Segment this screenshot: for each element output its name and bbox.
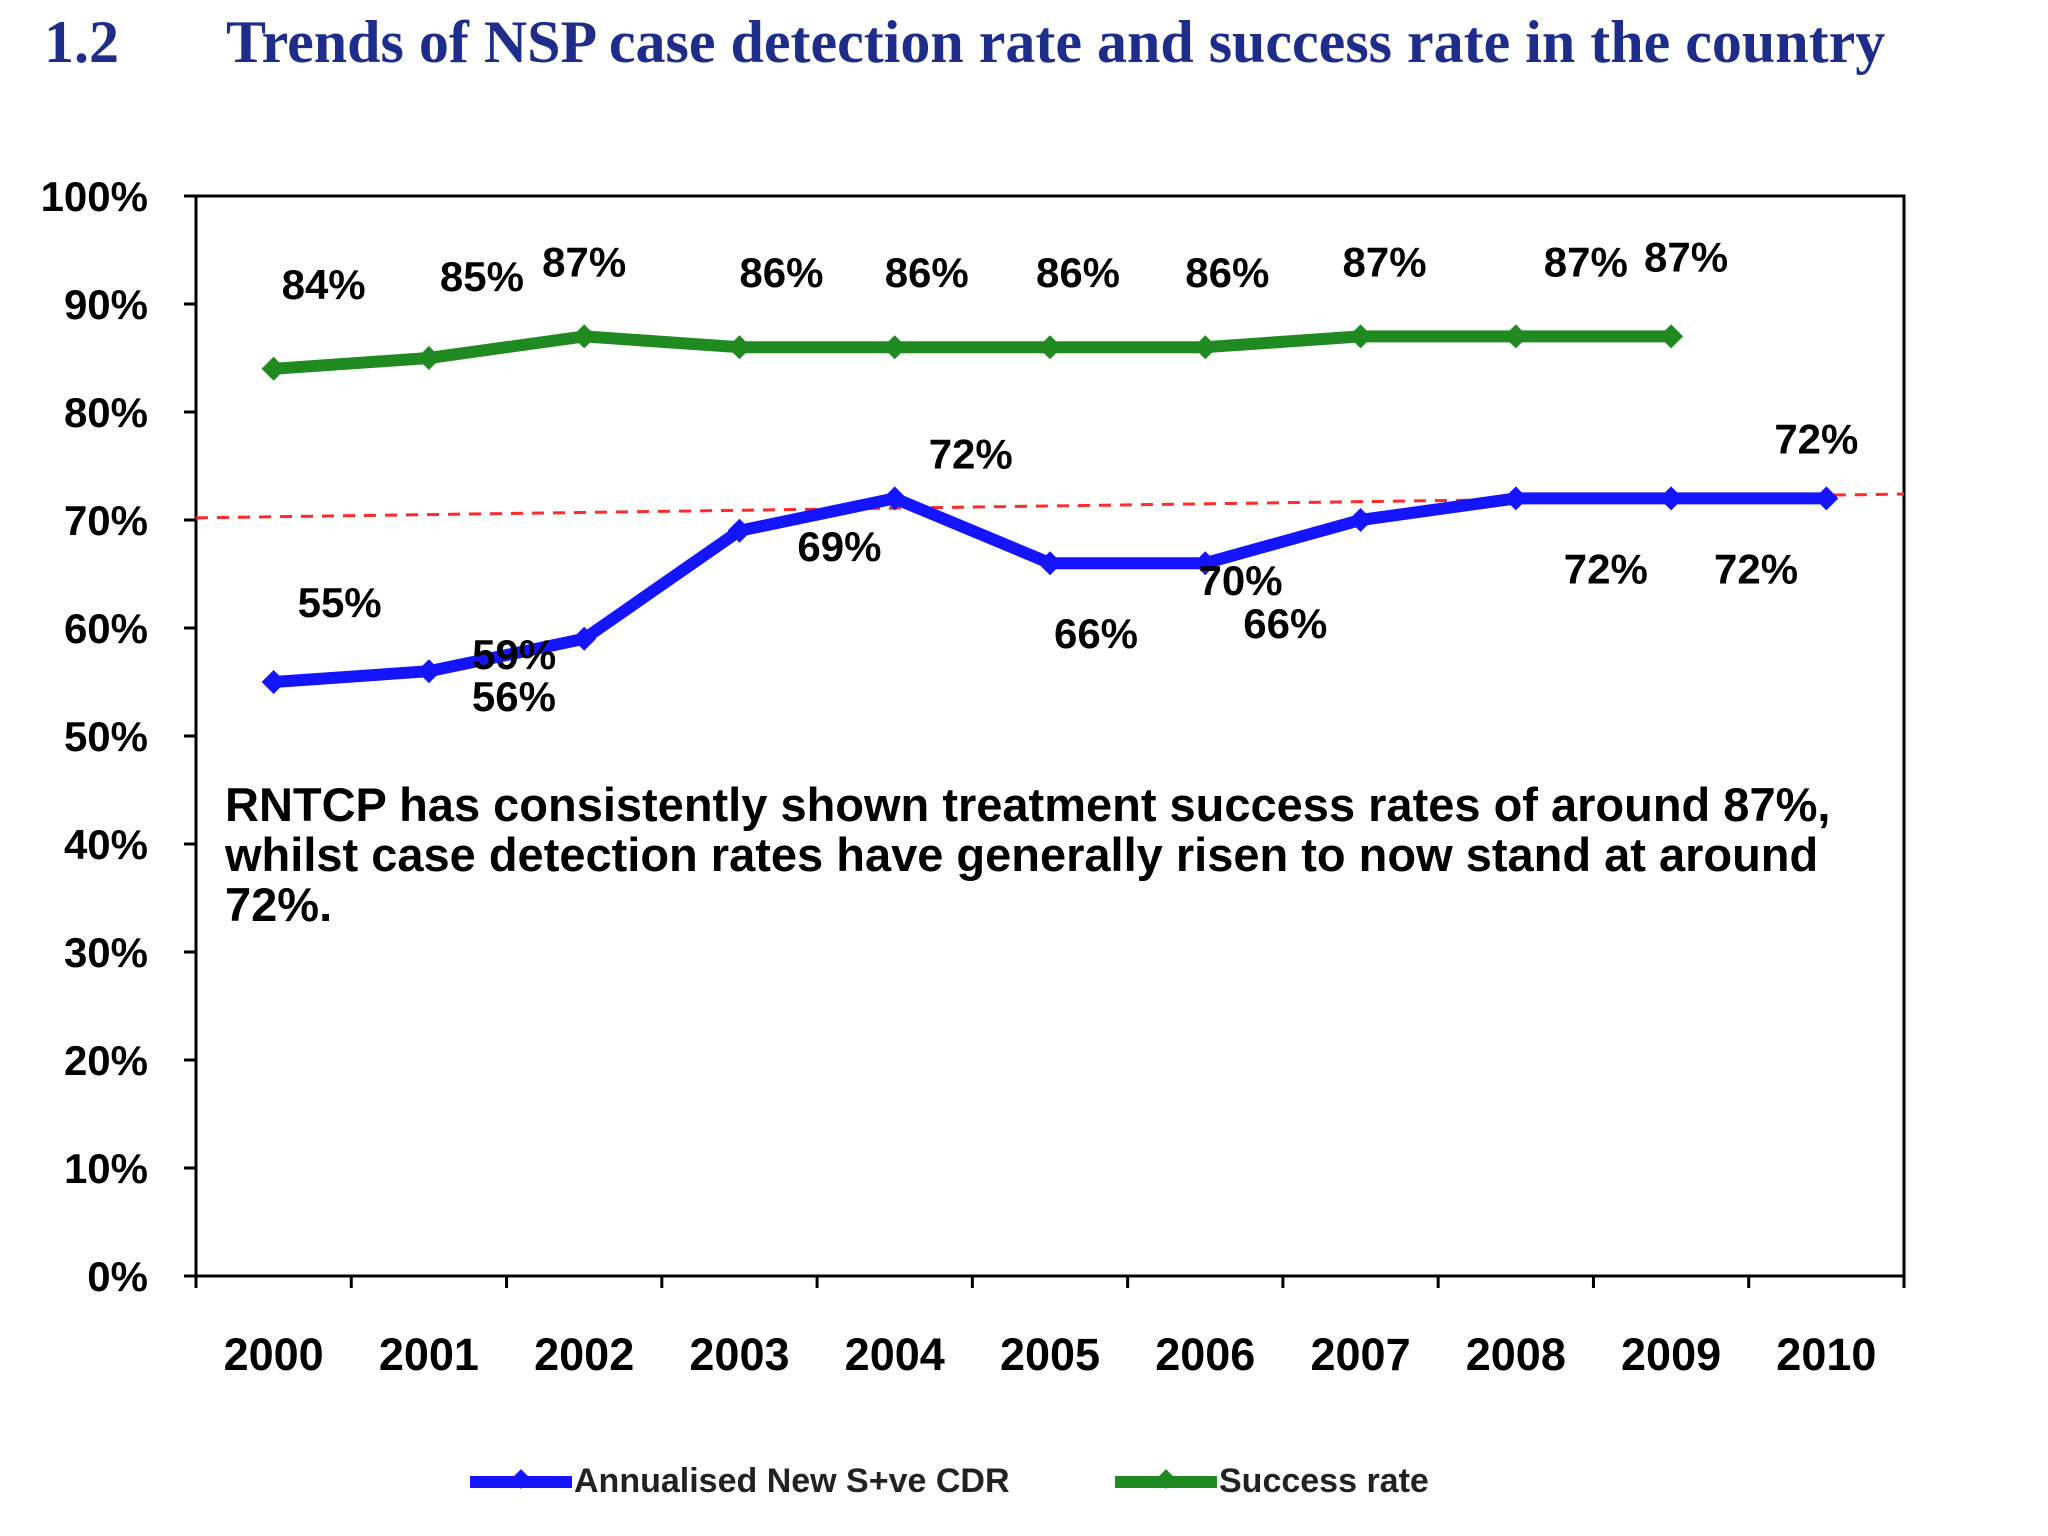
data-label-cdr: 69% bbox=[797, 523, 881, 570]
data-point-cdr bbox=[572, 626, 597, 651]
data-point-success bbox=[1038, 335, 1062, 360]
data-label-success: 87% bbox=[542, 238, 626, 285]
legend-swatch-success bbox=[1115, 1468, 1217, 1489]
data-label-success: 87% bbox=[1343, 238, 1427, 285]
legend-label-cdr: Annualised New S+ve CDR bbox=[574, 1462, 1010, 1500]
x-tick-label: 2006 bbox=[1155, 1329, 1255, 1380]
y-tick-label: 60% bbox=[64, 605, 148, 652]
y-tick-label: 20% bbox=[64, 1037, 148, 1084]
data-label-cdr: 70% bbox=[1199, 557, 1283, 604]
page-title: 1.2 Trends of NSP case detection rate and… bbox=[44, 8, 2044, 77]
y-tick-label: 30% bbox=[64, 929, 148, 976]
x-tick-label: 2003 bbox=[689, 1329, 789, 1380]
data-label-cdr: 72% bbox=[1714, 545, 1798, 592]
y-tick-label: 100% bbox=[41, 173, 148, 220]
y-tick-label: 80% bbox=[64, 389, 148, 436]
section-number: 1.2 bbox=[44, 9, 119, 75]
data-point-cdr bbox=[1814, 486, 1839, 511]
data-point-success bbox=[1503, 324, 1528, 349]
data-label-success: 86% bbox=[739, 249, 823, 296]
trendline bbox=[195, 492, 1905, 520]
x-tick-label: 2005 bbox=[1000, 1329, 1100, 1380]
data-point-success bbox=[1348, 324, 1373, 349]
data-label-success: 84% bbox=[282, 261, 366, 308]
series-group bbox=[261, 324, 1839, 694]
y-axis: 0% 10% 20% 30% 40% 50% 60% 70% 80% 90% 100% bbox=[41, 173, 196, 1300]
legend-item-success: Success rate bbox=[1115, 1462, 1429, 1501]
data-label-cdr: 72% bbox=[1564, 545, 1648, 592]
data-label-success: 86% bbox=[1036, 249, 1120, 296]
data-label-success: 86% bbox=[1185, 249, 1269, 296]
legend-label-success: Success rate bbox=[1219, 1462, 1429, 1500]
data-label-cdr: 72% bbox=[1774, 415, 1858, 462]
y-tick-label: 10% bbox=[64, 1145, 148, 1192]
chart-annotation: RNTCP has consistently shown treatment s… bbox=[225, 778, 1831, 931]
data-label-success: 86% bbox=[885, 249, 969, 296]
trendline-line bbox=[195, 492, 1905, 520]
plot-area bbox=[194, 194, 1906, 1278]
data-point-cdr bbox=[1659, 486, 1684, 511]
data-label-success: 87% bbox=[1544, 238, 1628, 285]
data-point-success bbox=[727, 335, 752, 360]
y-tick-label: 90% bbox=[64, 281, 148, 328]
x-axis: 2000 2001 2002 2003 2004 2005 2006 2007 2008 2009… bbox=[194, 1276, 1906, 1380]
x-tick-label: 2001 bbox=[379, 1329, 479, 1380]
x-tick-label: 2009 bbox=[1621, 1329, 1721, 1380]
series-line-success bbox=[267, 330, 1678, 375]
data-point-cdr bbox=[261, 670, 286, 694]
legend-swatch-cdr bbox=[470, 1468, 572, 1489]
x-tick-label: 2004 bbox=[845, 1329, 945, 1380]
data-point-success bbox=[882, 335, 907, 360]
data-label-cdr: 66% bbox=[1243, 600, 1327, 647]
data-point-success bbox=[572, 324, 597, 349]
x-tick-label: 2000 bbox=[224, 1329, 324, 1380]
data-label-cdr: 59% bbox=[472, 631, 556, 678]
data-label-success: 87% bbox=[1644, 233, 1728, 280]
data-point-success bbox=[1193, 335, 1218, 360]
data-label-cdr: 56% bbox=[472, 673, 556, 720]
x-tick-label: 2007 bbox=[1310, 1329, 1410, 1380]
x-tick-label: 2008 bbox=[1466, 1329, 1566, 1380]
data-point-success bbox=[261, 356, 286, 381]
data-point-cdr bbox=[416, 659, 441, 684]
data-labels: 55%56%59%69%72%66% 66%70% 72% 72%72%84% 85% 8… bbox=[282, 233, 1859, 720]
y-tick-label: 50% bbox=[64, 713, 148, 760]
y-tick-label: 70% bbox=[64, 497, 148, 544]
data-point-cdr bbox=[727, 518, 752, 543]
title-text: Trends of NSP case detection rate and su… bbox=[226, 9, 1886, 75]
data-label-cdr: 55% bbox=[298, 579, 382, 626]
data-point-cdr bbox=[1503, 486, 1528, 511]
x-tick-label: 2002 bbox=[534, 1329, 634, 1380]
y-tick-label: 0% bbox=[87, 1253, 148, 1300]
data-point-cdr bbox=[1348, 508, 1373, 532]
legend-item-cdr: Annualised New S+ve CDR bbox=[470, 1462, 1010, 1501]
data-label-success: 85% bbox=[440, 253, 524, 300]
data-label-cdr: 72% bbox=[929, 430, 1013, 477]
y-tick-label: 40% bbox=[64, 821, 148, 868]
data-point-cdr bbox=[882, 486, 907, 511]
data-point-cdr bbox=[1038, 551, 1062, 576]
data-label-cdr: 66% bbox=[1054, 610, 1138, 657]
data-point-cdr bbox=[1193, 551, 1218, 576]
data-point-success bbox=[416, 346, 441, 370]
data-point-success bbox=[1659, 324, 1684, 349]
x-tick-label: 2010 bbox=[1776, 1329, 1876, 1380]
